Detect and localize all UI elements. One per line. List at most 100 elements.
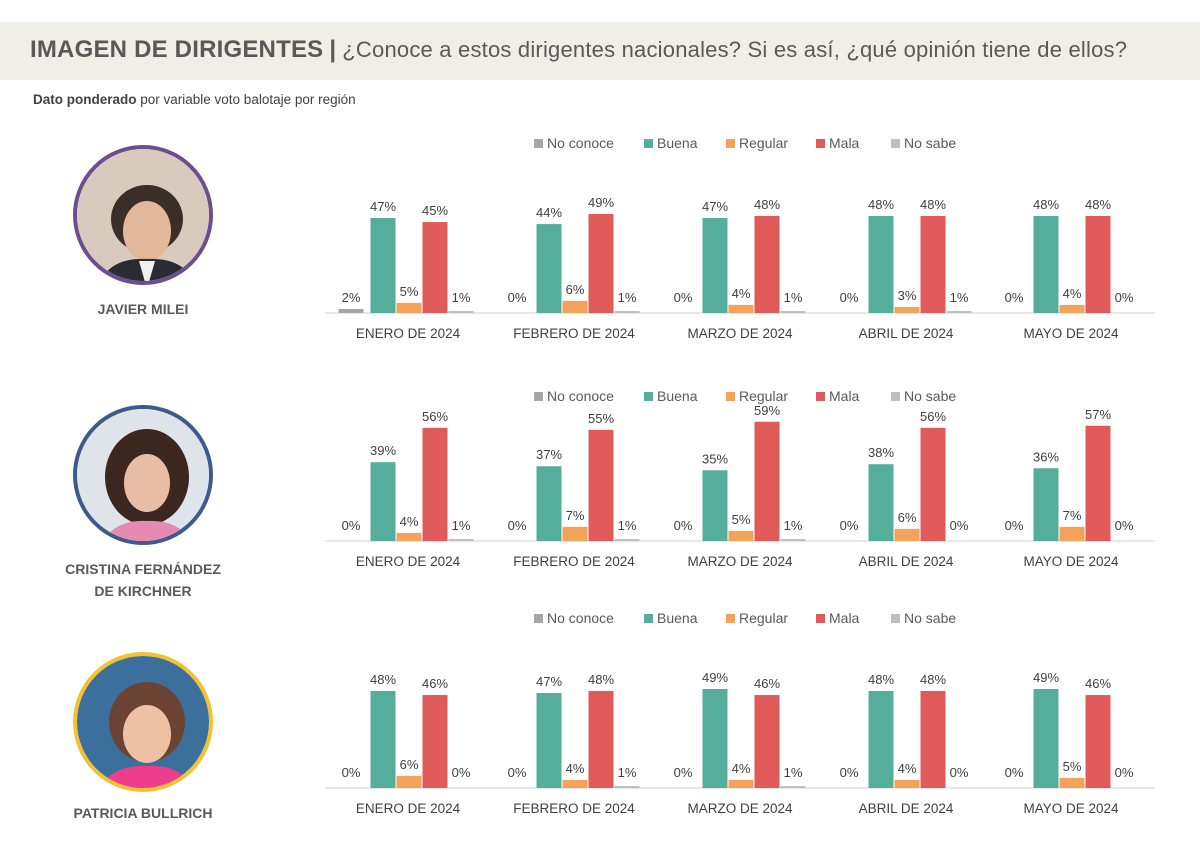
tick-label-2-4: MAYO DE 2024 [1023,801,1119,816]
bar-2-1-3 [588,691,614,788]
legend-swatch-2-3 [816,614,825,623]
bar-1-2-3 [754,421,780,541]
bar-2-4-2 [1059,777,1085,788]
bar-0-4-3 [1085,216,1111,313]
data-label-0-4-0: 0% [1005,290,1024,305]
bar-2-4-3 [1085,695,1111,788]
data-label-1-3-3: 56% [920,409,946,424]
legend-label-0-4: No sabe [904,135,956,151]
legend-swatch-1-0 [534,392,543,401]
bar-0-0-0 [338,308,364,313]
data-label-1-0-3: 56% [422,409,448,424]
person-name-bullrich-text: PATRICIA BULLRICH [73,805,213,821]
legend-label-1-4: No sabe [904,388,956,404]
legend-swatch-1-1 [644,392,653,401]
data-label-1-2-3: 59% [754,403,780,418]
bar-0-0-3 [422,222,448,313]
legend-label-2-0: No conoce [547,610,614,626]
bar-0-0-4 [448,310,474,313]
data-label-0-1-0: 0% [508,290,527,305]
data-label-1-4-3: 57% [1085,407,1111,422]
data-label-0-0-3: 45% [422,203,448,218]
data-label-2-2-1: 49% [702,670,728,685]
bar-0-2-2 [728,304,754,313]
data-label-0-1-1: 44% [536,205,562,220]
data-label-1-4-4: 0% [1115,518,1134,533]
legend-swatch-2-4 [891,614,900,623]
data-label-2-4-4: 0% [1115,765,1134,780]
legend-swatch-1-3 [816,392,825,401]
title-question: ¿Conoce a estos dirigentes nacionales? S… [342,37,1128,62]
bar-2-1-4 [614,785,640,788]
data-label-0-3-4: 1% [950,290,969,305]
bar-2-2-1 [702,688,728,788]
header-band: IMAGEN DE DIRIGENTES | ¿Conoce a estos dir… [0,22,1200,80]
tick-label-2-1: FEBRERO DE 2024 [513,801,635,816]
data-label-0-4-1: 48% [1033,197,1059,212]
bar-2-2-2 [728,779,754,788]
bar-1-0-3 [422,427,448,541]
legend-label-0-3: Mala [829,135,860,151]
data-label-2-3-2: 4% [898,761,917,776]
data-label-1-0-0: 0% [342,518,361,533]
bar-0-1-4 [614,310,640,313]
subtitle: Dato ponderado por variable voto balotaj… [33,92,356,107]
legend-swatch-1-2 [726,392,735,401]
bar-0-0-1 [370,218,396,313]
tick-label-1-3: ABRIL DE 2024 [859,554,954,569]
bar-0-1-2 [562,300,588,313]
bar-1-0-4 [448,538,474,541]
bar-2-3-3 [920,691,946,788]
bar-0-3-4 [946,310,972,313]
data-label-0-2-3: 48% [754,197,780,212]
data-label-2-4-2: 5% [1063,759,1082,774]
data-label-1-2-0: 0% [674,518,693,533]
legend-label-1-3: Mala [829,388,860,404]
data-label-2-3-4: 0% [950,765,969,780]
legend-label-0-1: Buena [657,135,698,151]
data-label-0-0-0: 2% [342,290,361,305]
bar-2-2-4 [780,785,806,788]
legend-label-1-0: No conoce [547,388,614,404]
bar-1-2-1 [702,470,728,541]
bar-1-0-1 [370,462,396,541]
tick-label-1-2: MARZO DE 2024 [687,554,793,569]
bar-0-2-1 [702,218,728,313]
legend-swatch-2-0 [534,614,543,623]
data-label-2-1-0: 0% [508,765,527,780]
data-label-0-1-4: 1% [618,290,637,305]
bar-0-1-1 [536,224,562,313]
bar-2-3-1 [868,691,894,788]
person-name-kirchner-line1: CRISTINA FERNÁNDEZ [65,561,221,577]
data-label-2-1-3: 48% [588,672,614,687]
legend-label-2-2: Regular [739,610,788,626]
data-label-0-2-2: 4% [732,286,751,301]
data-label-1-1-1: 37% [536,447,562,462]
data-label-1-0-4: 1% [452,518,471,533]
person-name-kirchner-line2: DE KIRCHNER [94,583,192,599]
legend-swatch-2-1 [644,614,653,623]
tick-label-2-3: ABRIL DE 2024 [859,801,954,816]
portrait-bullrich-icon [77,656,209,788]
data-label-2-4-1: 49% [1033,670,1059,685]
bar-2-0-1 [370,691,396,788]
data-label-0-3-2: 3% [898,288,917,303]
data-label-2-0-1: 48% [370,672,396,687]
tick-label-0-2: MARZO DE 2024 [687,326,793,341]
data-label-2-1-2: 4% [566,761,585,776]
tick-label-0-4: MAYO DE 2024 [1023,326,1119,341]
legend-label-1-2: Regular [739,388,788,404]
data-label-0-1-2: 6% [566,282,585,297]
data-label-2-4-3: 46% [1085,676,1111,691]
bar-1-4-1 [1033,468,1059,541]
bar-0-0-2 [396,302,422,313]
legend-swatch-0-0 [534,139,543,148]
tick-label-2-0: ENERO DE 2024 [356,801,461,816]
data-label-1-3-4: 0% [950,518,969,533]
bar-0-3-2 [894,306,920,313]
legend-label-1-1: Buena [657,388,698,404]
data-label-2-4-0: 0% [1005,765,1024,780]
bar-1-1-4 [614,538,640,541]
tick-label-0-0: ENERO DE 2024 [356,326,461,341]
